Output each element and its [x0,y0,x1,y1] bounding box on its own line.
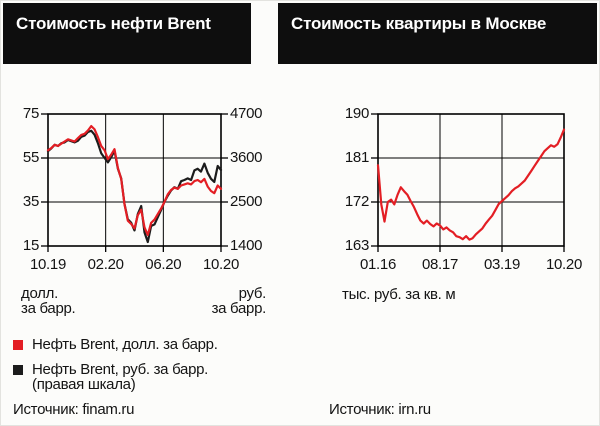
series-line-right [46,129,223,244]
x-tick-label: 10.20 [545,256,583,273]
y-tick-label: 190 [344,105,369,122]
black-square-marker-icon [13,365,23,375]
y-tick-label: 181 [344,149,369,166]
legend-label: Нефть Brent, долл. за барр. [32,336,218,353]
x-tick-label: 06.20 [145,256,182,273]
y-tick-label: 35 [22,193,39,210]
oil-right-axis-unit: руб. за барр. [179,285,267,317]
oil-chart-title-bar: Стоимость нефти Brent [3,3,251,64]
legend-item-rub: Нефть Brent, руб. за барр. (правая шкала… [13,362,218,392]
y-tick-label: 55 [22,149,39,166]
apartment-chart-title: Стоимость квартиры в Москве [291,14,547,33]
x-axis-labels: 01.16 08.17 03.19 10.20 [360,256,582,273]
x-tick-label: 02.20 [87,256,124,273]
apartment-axis-unit: тыс. руб. за кв. м [342,286,456,303]
oil-left-axis-unit: долл. за барр. [21,285,76,317]
unit-line: долл. [21,285,58,302]
unit-line: тыс. руб. за кв. м [342,286,456,303]
y-axis-labels-left: 75 55 35 15 [1,106,39,254]
red-square-marker-icon [13,340,23,350]
x-tick-label: 08.17 [421,256,459,273]
series-line-left [46,125,223,237]
oil-chart-legend: Нефть Brent, долл. за барр. Нефть Brent,… [13,337,218,402]
legend-label: Нефть Brent, руб. за барр. [32,361,209,378]
oil-price-chart: 75 55 35 15 4700 3600 2500 1400 10.19 02.20 06.20 1… [1,106,281,289]
x-tick-label: 10.20 [202,256,240,273]
unit-line: за барр. [21,300,76,317]
y-tick-label: 2500 [230,193,263,210]
x-tick-label: 10.19 [29,256,67,273]
y-tick-label: 1400 [230,237,263,254]
oil-chart-title: Стоимость нефти Brent [16,14,211,33]
x-tick-label: 03.19 [483,256,521,273]
y-tick-label: 172 [344,193,369,210]
y-tick-label: 4700 [230,105,263,122]
apartment-price-chart: 190 181 172 163 01.16 08.17 03.19 10.20 [301,106,599,289]
apartment-chart-source: Источник: irn.ru [329,401,431,418]
series-line-left [376,128,566,241]
y-axis-labels-right: 4700 3600 2500 1400 [230,106,275,254]
apartment-chart-title-bar: Стоимость квартиры в Москве [278,3,597,64]
x-tick-label: 01.16 [359,256,397,273]
y-tick-label: 163 [344,237,369,254]
plot-area [41,113,228,252]
legend-label-second-line: (правая шкала) [32,376,136,393]
y-tick-label: 75 [22,105,39,122]
plot-area [371,113,566,252]
oil-chart-source: Источник: finam.ru [13,401,135,418]
unit-line: руб. [238,285,267,302]
y-axis-labels-left: 190 181 172 163 [301,106,369,254]
y-tick-label: 3600 [230,149,263,166]
legend-item-usd: Нефть Brent, долл. за барр. [13,337,218,352]
y-tick-label: 15 [22,237,39,254]
x-axis-labels: 10.19 02.20 06.20 10.20 [30,256,239,273]
unit-line: за барр. [211,300,267,317]
